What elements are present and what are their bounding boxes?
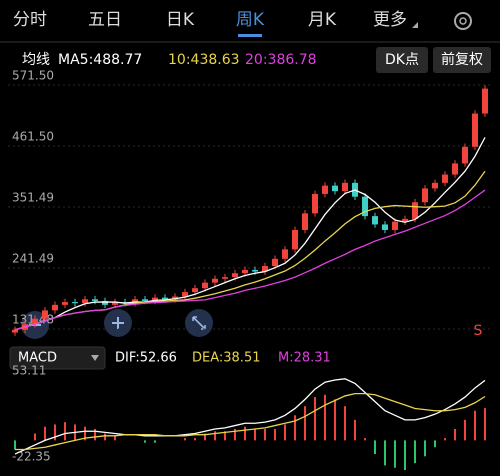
candle-body <box>432 182 438 189</box>
candle-body <box>362 196 368 217</box>
candle-body <box>152 297 158 301</box>
candle-body <box>472 113 478 147</box>
candle-body <box>252 269 258 272</box>
expand-icon <box>192 316 206 330</box>
ma-legend: 20:386.78 <box>245 52 317 68</box>
candle-body <box>162 297 168 300</box>
indicator-line <box>14 378 486 455</box>
candle-body <box>62 302 68 305</box>
indicator-name[interactable]: MACD <box>18 351 57 366</box>
indicator-select[interactable] <box>9 346 106 370</box>
tab[interactable]: 日K <box>166 10 195 30</box>
y-tick-label: -22.35 <box>12 449 51 463</box>
candle-body <box>212 278 218 283</box>
candle-body <box>12 329 18 333</box>
plus-icon <box>112 317 124 329</box>
tab[interactable]: 周K <box>236 10 265 30</box>
candle-body <box>82 299 88 304</box>
y-tick-label: 461.50 <box>12 129 54 143</box>
settings-icon[interactable] <box>454 12 472 30</box>
candle-body <box>462 146 468 164</box>
candle-body <box>382 224 388 230</box>
dropdown-arrow <box>412 22 418 28</box>
candle-body <box>42 310 48 319</box>
candle-body <box>262 266 268 272</box>
candle-body <box>52 304 58 311</box>
candle-body <box>442 174 448 183</box>
candle-body <box>132 299 138 304</box>
candle-body <box>302 213 308 230</box>
signal-marker: S <box>474 323 483 339</box>
overlay-button[interactable] <box>185 309 213 337</box>
y-tick-label: 241.49 <box>12 251 54 265</box>
indicator-line <box>15 393 486 451</box>
candle-body <box>312 193 318 214</box>
candle-body <box>392 221 398 230</box>
macd-legend: M:28.31 <box>278 351 331 366</box>
candle-body <box>342 182 348 192</box>
candle-body <box>272 258 278 267</box>
button-label[interactable]: 前复权 <box>441 51 483 68</box>
candle-body <box>112 302 118 305</box>
candle-body <box>222 277 228 279</box>
candle-body <box>422 188 428 203</box>
button-label[interactable]: DK点 <box>385 52 419 68</box>
candle-body <box>202 282 208 289</box>
candle-body <box>192 288 198 293</box>
gear-hole <box>459 17 467 25</box>
candle-body <box>242 269 248 274</box>
candle-body <box>332 185 338 192</box>
candle-body <box>452 163 458 175</box>
ma-legend: MA5:488.77 <box>58 52 142 68</box>
tab-underline <box>238 34 262 37</box>
indicator-line <box>14 189 486 331</box>
candle-body <box>92 299 98 301</box>
candle-body <box>292 229 298 250</box>
macd-legend: DEA:38.51 <box>192 351 261 366</box>
candle-body <box>232 273 238 278</box>
tab[interactable]: 五日 <box>88 10 122 30</box>
candle-body <box>372 216 378 225</box>
tab[interactable]: 分时 <box>13 10 47 30</box>
candle-body <box>182 292 188 297</box>
candle-body <box>72 302 78 304</box>
tab[interactable]: 月K <box>308 10 337 30</box>
candle-body <box>142 299 148 301</box>
tab[interactable]: 更多 <box>373 10 407 30</box>
ma-title: 均线 <box>22 52 50 68</box>
button-bg[interactable] <box>376 47 428 73</box>
dropdown-arrow <box>91 355 99 361</box>
candle-body <box>412 202 418 219</box>
macd-legend: DIF:52.66 <box>115 351 177 366</box>
candle-body <box>102 300 108 305</box>
y-tick-label: 571.50 <box>12 68 54 82</box>
candle-body <box>32 318 38 325</box>
candle-body <box>282 249 288 259</box>
candle-body <box>322 185 328 194</box>
y-tick-label: 351.49 <box>12 190 54 204</box>
candle-body <box>172 296 178 300</box>
indicator-line <box>14 137 486 331</box>
candle-body <box>402 218 408 222</box>
candle-body <box>482 88 488 114</box>
gear <box>454 12 472 30</box>
overlay-button[interactable] <box>104 309 132 337</box>
y-tick-label: 53.11 <box>12 363 46 377</box>
ma-legend: 10:438.63 <box>168 52 240 68</box>
button-bg[interactable] <box>433 47 491 73</box>
